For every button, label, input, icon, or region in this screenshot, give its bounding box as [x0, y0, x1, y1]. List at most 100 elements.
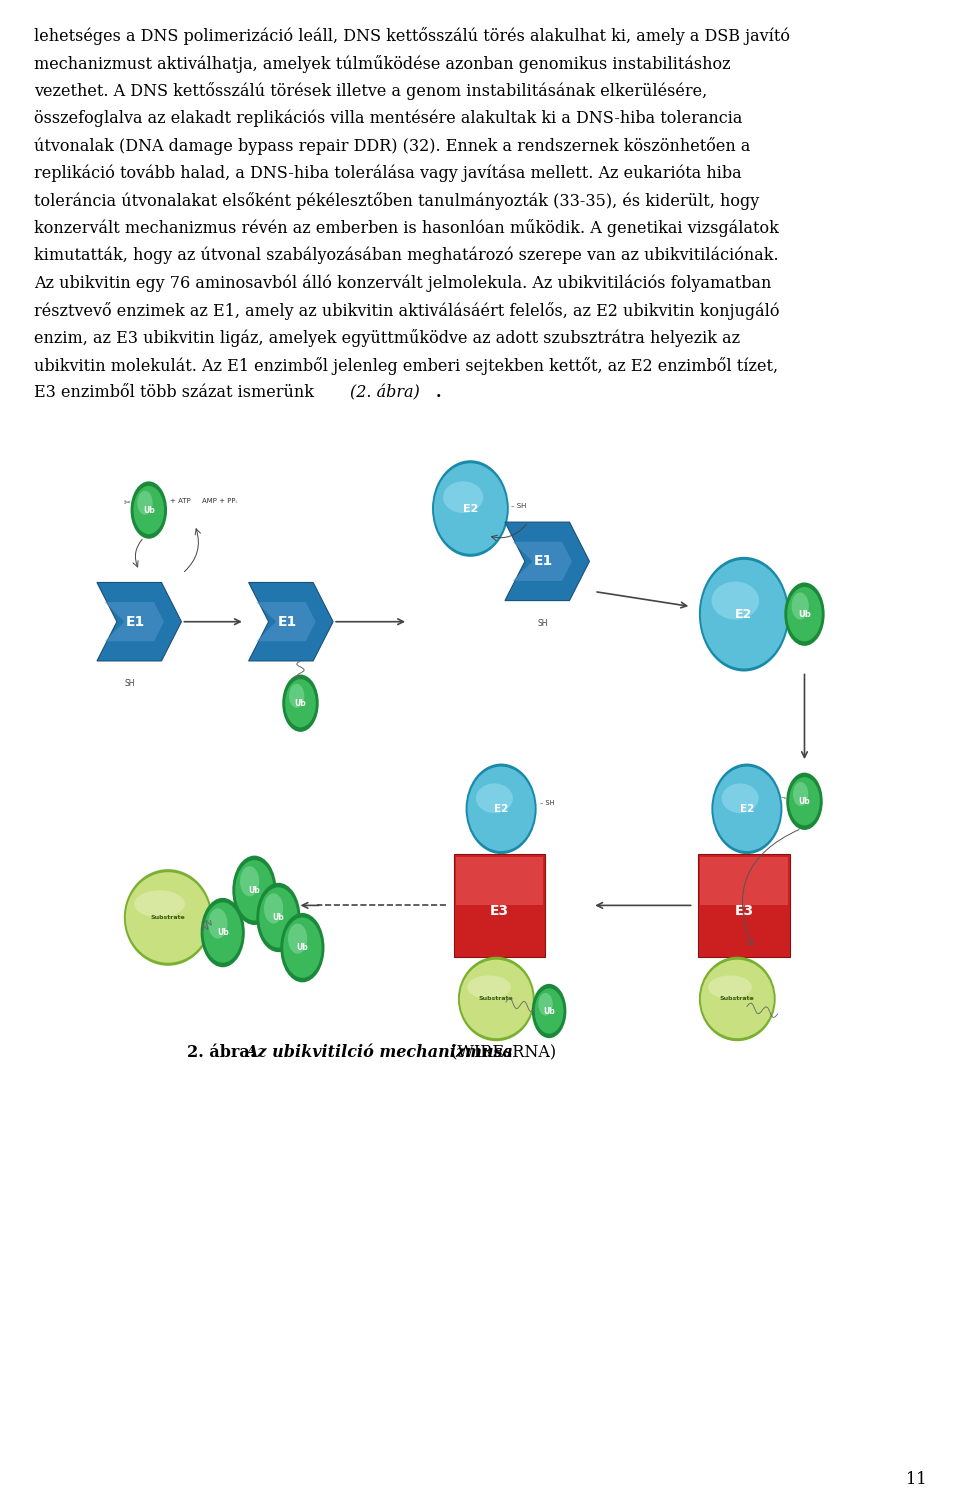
Text: Ub: Ub [297, 943, 308, 952]
Text: Substrate: Substrate [479, 996, 514, 1002]
Circle shape [201, 898, 245, 967]
Text: ✂: ✂ [123, 498, 131, 507]
Text: 2. ábra:: 2. ábra: [187, 1044, 261, 1061]
Ellipse shape [134, 890, 185, 917]
Ellipse shape [699, 957, 776, 1041]
Text: – SH: – SH [540, 800, 554, 806]
Text: –ₛ: –ₛ [785, 605, 793, 614]
Circle shape [133, 486, 164, 534]
Text: Ub: Ub [798, 610, 811, 619]
Circle shape [235, 860, 274, 920]
Text: Ub: Ub [295, 699, 306, 708]
Circle shape [288, 924, 307, 954]
Text: 11: 11 [906, 1471, 926, 1488]
Circle shape [793, 782, 808, 806]
Text: E2: E2 [735, 608, 753, 620]
Ellipse shape [126, 872, 210, 963]
Circle shape [204, 902, 242, 963]
Ellipse shape [711, 764, 782, 854]
Circle shape [535, 988, 564, 1034]
Ellipse shape [458, 957, 535, 1041]
Text: Ub: Ub [217, 928, 228, 937]
Ellipse shape [468, 975, 511, 999]
Text: Substrate: Substrate [151, 914, 185, 920]
Polygon shape [105, 602, 164, 641]
Circle shape [282, 675, 319, 732]
Circle shape [283, 917, 322, 978]
Text: SH: SH [538, 619, 547, 628]
Circle shape [137, 490, 153, 515]
Circle shape [786, 773, 823, 830]
Text: toleráncia útvonalakat elsőként pékélesztőben tanulmányozták (33-35), és kiderül: toleráncia útvonalakat elsőként pékélesz… [34, 192, 758, 210]
Circle shape [256, 883, 300, 952]
Text: E1: E1 [126, 614, 146, 629]
Text: Ub: Ub [799, 797, 810, 806]
Circle shape [131, 481, 167, 539]
Circle shape [280, 913, 324, 982]
Ellipse shape [699, 557, 789, 672]
Polygon shape [513, 542, 572, 581]
Ellipse shape [711, 581, 759, 620]
Text: (2. ábra): (2. ábra) [349, 385, 420, 401]
FancyBboxPatch shape [456, 857, 543, 905]
Ellipse shape [432, 460, 509, 557]
Ellipse shape [443, 481, 483, 513]
Circle shape [787, 587, 822, 641]
Circle shape [289, 684, 304, 708]
Text: Az ubikvitin egy 76 aminosavból álló konzervált jelmolekula. Az ubikvitilációs f: Az ubikvitin egy 76 aminosavból álló kon… [34, 275, 771, 291]
Ellipse shape [476, 783, 513, 813]
FancyBboxPatch shape [699, 854, 789, 957]
Text: Ub: Ub [143, 506, 155, 515]
Text: E2: E2 [494, 804, 508, 813]
Circle shape [240, 866, 259, 896]
Text: Substrate: Substrate [720, 996, 755, 1002]
Circle shape [208, 908, 228, 939]
Ellipse shape [701, 560, 787, 668]
Text: E2: E2 [740, 804, 754, 813]
Text: vezethet. A DNS kettősszálú törések illetve a genom instabilitásának elkerülésér: vezethet. A DNS kettősszálú törések ille… [34, 81, 707, 100]
Ellipse shape [124, 869, 212, 966]
Circle shape [789, 777, 820, 825]
Ellipse shape [460, 960, 533, 1038]
Ellipse shape [708, 975, 752, 999]
Text: ubikvitin molekulát. Az E1 enzimből jelenleg emberi sejtekben kettőt, az E2 enzi: ubikvitin molekulát. Az E1 enzimből jele… [34, 356, 778, 374]
Text: útvonalak (DNA damage bypass repair DDR) (32). Ennek a rendszernek köszönhetően : útvonalak (DNA damage bypass repair DDR)… [34, 137, 750, 155]
Circle shape [539, 993, 553, 1016]
Text: Az ubikvitilció mechanizmusa: Az ubikvitilció mechanizmusa [245, 1044, 513, 1061]
Circle shape [784, 582, 825, 646]
Text: E3: E3 [490, 904, 509, 917]
Text: lehetséges a DNS polimerizáció leáll, DNS kettősszálú törés alakulhat ki, amely : lehetséges a DNS polimerizáció leáll, DN… [34, 27, 789, 45]
Ellipse shape [468, 767, 535, 851]
Polygon shape [256, 602, 316, 641]
Text: Ub: Ub [273, 913, 284, 922]
Text: Ub: Ub [543, 1007, 555, 1016]
Text: – SH: – SH [511, 502, 526, 509]
FancyBboxPatch shape [454, 854, 544, 957]
Ellipse shape [701, 960, 774, 1038]
Circle shape [232, 856, 276, 925]
Ellipse shape [434, 463, 507, 554]
Ellipse shape [713, 767, 780, 851]
Text: .: . [436, 385, 442, 401]
Circle shape [532, 984, 566, 1038]
Text: E1: E1 [277, 614, 298, 629]
FancyBboxPatch shape [701, 857, 787, 905]
Polygon shape [97, 582, 181, 661]
Circle shape [285, 679, 316, 727]
Text: + ATP     AMP + PPᵢ: + ATP AMP + PPᵢ [170, 498, 237, 504]
Circle shape [792, 593, 809, 620]
Text: Ub: Ub [249, 886, 260, 895]
Ellipse shape [466, 764, 537, 854]
Circle shape [264, 893, 283, 924]
Text: enzim, az E3 ubikvitin ligáz, amelyek együttműködve az adott szubsztrátra helyez: enzim, az E3 ubikvitin ligáz, amelyek eg… [34, 329, 740, 347]
Text: összefoglalva az elakadt replikációs villa mentésére alakultak ki a DNS-hiba tol: összefoglalva az elakadt replikációs vil… [34, 110, 742, 127]
Text: (WIREsRNA): (WIREsRNA) [446, 1044, 557, 1061]
Text: E1: E1 [534, 554, 554, 569]
Text: replikáció tovább halad, a DNS-hiba tolerálása vagy javítása mellett. Az eukarió: replikáció tovább halad, a DNS-hiba tole… [34, 164, 741, 183]
Text: E2: E2 [463, 504, 478, 513]
Ellipse shape [722, 783, 758, 813]
Text: konzervált mechanizmus révén az emberben is hasonlóan működik. A genetikai vizsg: konzervált mechanizmus révén az emberben… [34, 219, 779, 237]
Text: E3: E3 [734, 904, 754, 917]
Circle shape [259, 887, 298, 948]
Polygon shape [505, 522, 589, 601]
